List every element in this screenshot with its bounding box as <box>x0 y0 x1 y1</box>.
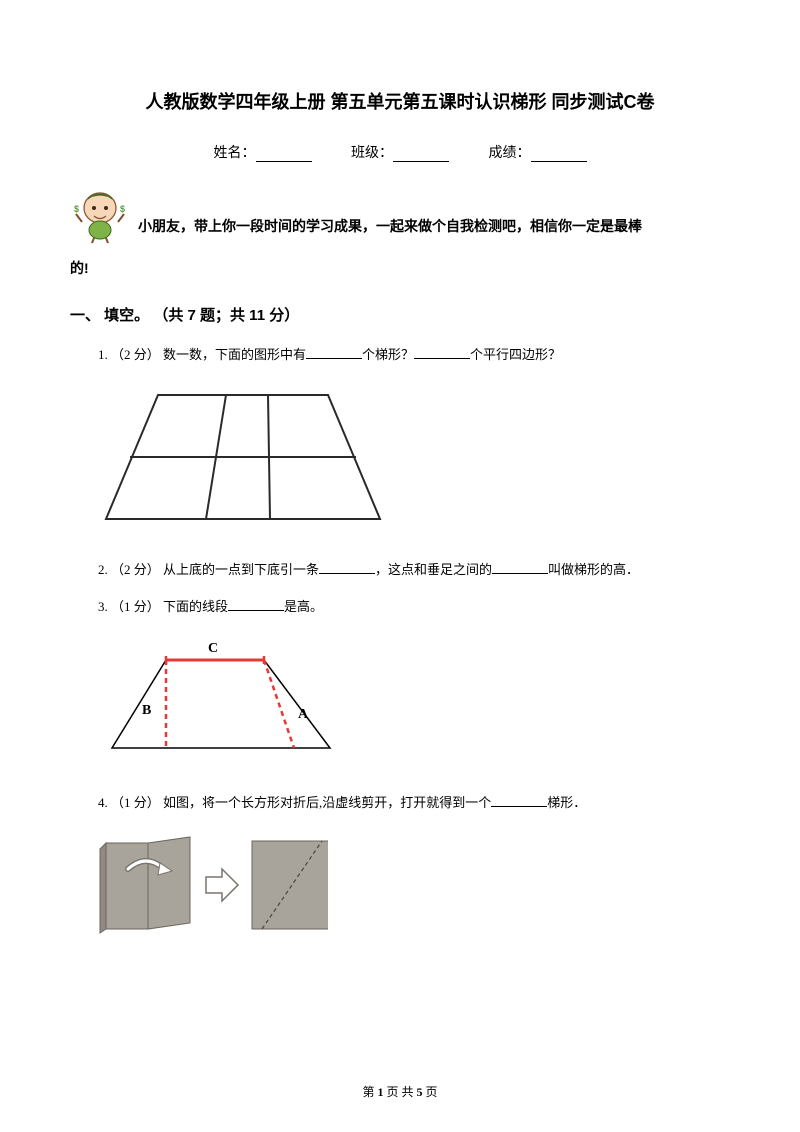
svg-text:C: C <box>208 641 218 656</box>
name-field: 姓名： <box>214 142 312 162</box>
q4-suffix: 梯形． <box>547 795 586 810</box>
q4-blank[interactable] <box>491 795 547 807</box>
intro-line1: 小朋友，带上你一段时间的学习成果，一起来做个自我检测吧，相信你一定是最棒 <box>138 210 642 244</box>
q2-suffix: 叫做梯形的高． <box>548 562 639 577</box>
question-1: 1. （2 分） 数一数，下面的图形中有 个梯形？ 个平行四边形？ <box>70 343 730 368</box>
score-field: 成绩： <box>489 142 587 162</box>
q1-prefix: 1. （2 分） 数一数，下面的图形中有 <box>98 347 306 362</box>
q2-blank-1[interactable] <box>319 562 375 574</box>
mascot-icon: $ $ <box>70 186 130 244</box>
score-label: 成绩： <box>489 146 531 161</box>
question-2: 2. （2 分） 从上底的一点到下底引一条 ，这点和垂足之间的 叫做梯形的高． <box>70 558 730 583</box>
class-field: 班级： <box>351 142 449 162</box>
q3-blank[interactable] <box>228 599 284 611</box>
q4-prefix: 4. （1 分） 如图，将一个长方形对折后,沿虚线剪开，打开就得到一个 <box>98 795 491 810</box>
figure-3: A B C <box>98 634 730 769</box>
figure-1 <box>98 381 730 536</box>
name-blank[interactable] <box>256 148 312 162</box>
question-3: 3. （1 分） 下面的线段 是高。 <box>70 595 730 620</box>
intro-line2: 的! <box>70 252 730 286</box>
footer-mid: 页 共 <box>383 1085 416 1099</box>
q1-mid: 个梯形？ <box>362 347 414 362</box>
info-row: 姓名： 班级： 成绩： <box>70 142 730 162</box>
footer-suffix: 页 <box>423 1085 438 1099</box>
svg-text:$: $ <box>74 204 79 214</box>
q2-mid: ，这点和垂足之间的 <box>375 562 492 577</box>
class-label: 班级： <box>351 146 393 161</box>
figure-4 <box>98 829 730 944</box>
q3-suffix: 是高。 <box>284 599 323 614</box>
q1-suffix: 个平行四边形？ <box>470 347 561 362</box>
page-footer: 第 1 页 共 5 页 <box>0 1083 800 1100</box>
q2-blank-2[interactable] <box>492 562 548 574</box>
q1-blank-1[interactable] <box>306 347 362 359</box>
svg-text:B: B <box>142 703 151 718</box>
footer-prefix: 第 <box>362 1085 377 1099</box>
name-label: 姓名： <box>214 146 256 161</box>
intro-text: $ $ 小朋友，带上你一段时间的学习成果，一起来做个自我检测吧，相信你一定是最棒… <box>70 186 730 286</box>
class-blank[interactable] <box>393 148 449 162</box>
q2-prefix: 2. （2 分） 从上底的一点到下底引一条 <box>98 562 319 577</box>
page-title: 人教版数学四年级上册 第五单元第五课时认识梯形 同步测试C卷 <box>70 88 730 114</box>
question-4: 4. （1 分） 如图，将一个长方形对折后,沿虚线剪开，打开就得到一个 梯形． <box>70 791 730 816</box>
q1-blank-2[interactable] <box>414 347 470 359</box>
q3-prefix: 3. （1 分） 下面的线段 <box>98 599 228 614</box>
svg-text:A: A <box>298 707 309 722</box>
svg-text:$: $ <box>120 204 125 214</box>
score-blank[interactable] <box>531 148 587 162</box>
section-heading: 一、 填空。 （共 7 题；共 11 分） <box>70 304 730 325</box>
